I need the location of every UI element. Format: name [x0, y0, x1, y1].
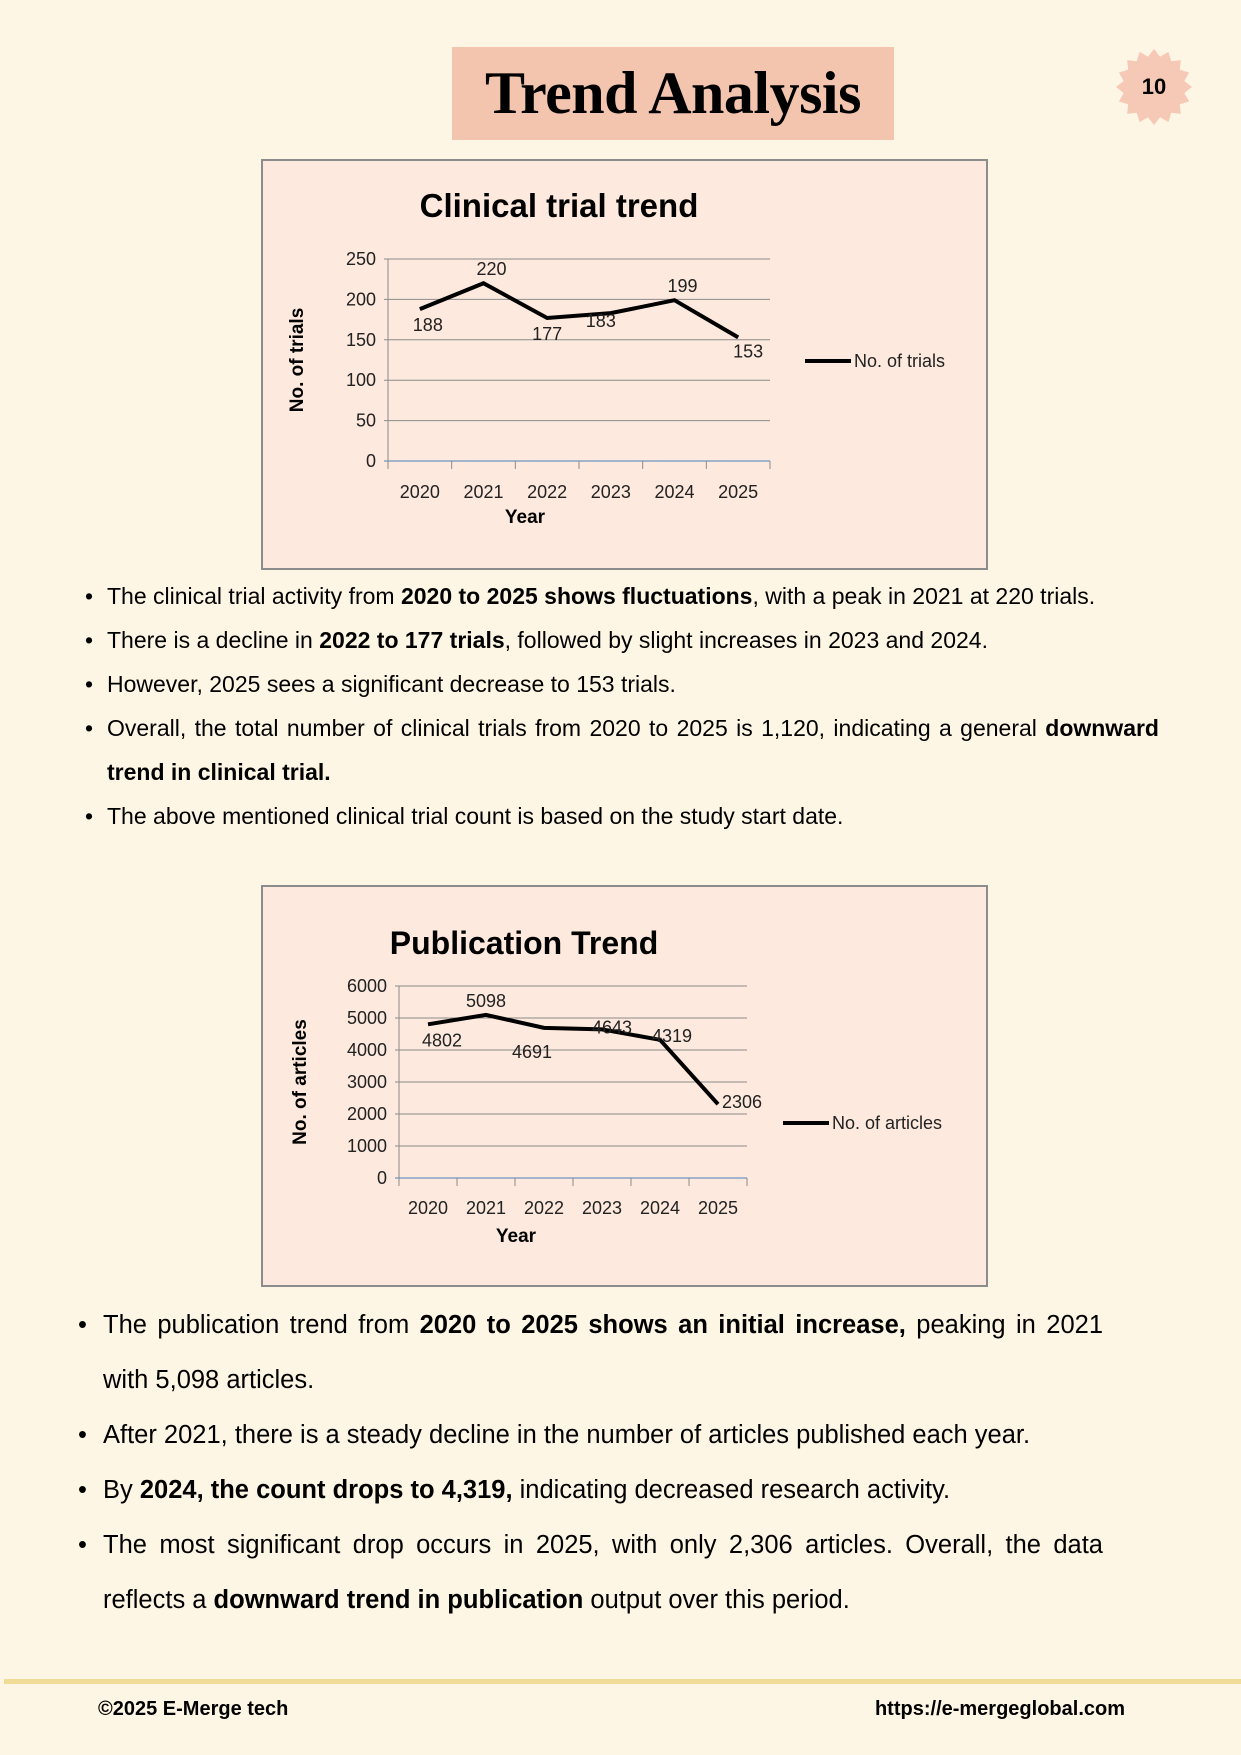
y-tick-label: 150: [346, 330, 376, 350]
y-tick-label: 0: [366, 451, 376, 471]
x-axis-label: Year: [505, 507, 546, 528]
data-label: 4319: [652, 1026, 692, 1046]
data-label: 5098: [466, 991, 506, 1011]
text: peaking in 2021 with 5,098 articles.: [103, 1311, 1103, 1394]
chart-title: Clinical trial trend: [420, 187, 699, 224]
x-axis-label: Year: [496, 1226, 537, 1247]
page-title: Trend Analysis: [485, 60, 861, 126]
x-tick-label: 2022: [527, 482, 567, 502]
x-tick-label: 2021: [466, 1198, 506, 1218]
y-tick-label: 0: [377, 1168, 387, 1188]
y-tick-label: 3000: [347, 1072, 387, 1092]
y-tick-label: 200: [346, 289, 376, 309]
y-tick-label: 250: [346, 249, 376, 269]
publication-chart: Publication Trend 0 1000 2000 3000 4000 5000 60…: [261, 885, 988, 1287]
x-tick-label: 2021: [463, 482, 503, 502]
series-line: [419, 281, 740, 340]
publication-bullet-item: By 2024, the count drops to 4,319, indic…: [78, 1463, 1103, 1518]
clinical-bullet-item: There is a decline in 2022 to 177 trials…: [85, 618, 1159, 662]
publication-bullet-item: The most significant drop occurs in 2025…: [78, 1518, 1103, 1628]
clinical-bullet-item: The above mentioned clinical trial count…: [85, 794, 1159, 838]
page-number: 10: [1141, 74, 1167, 99]
series-line: [427, 1012, 720, 1106]
x-tick-label: 2024: [640, 1198, 680, 1218]
data-label: 4643: [592, 1017, 632, 1037]
text: , with a peak in 2021 at 220 trials.: [752, 583, 1096, 609]
x-tick-label: 2020: [400, 482, 440, 502]
clinical-trial-bullets: The clinical trial activity from 2020 to…: [85, 574, 1159, 838]
text: However, 2025 sees a significant decreas…: [107, 671, 676, 697]
text: indicating decreased research activity.: [512, 1476, 951, 1504]
text: , followed by slight increases in 2023 a…: [504, 627, 988, 653]
x-tick-label: 2024: [654, 482, 694, 502]
x-tick-label: 2025: [698, 1198, 738, 1218]
x-tick-label: 2022: [524, 1198, 564, 1218]
bold-text: 2024, the count drops to 4,319,: [139, 1476, 513, 1504]
data-label: 2306: [722, 1092, 762, 1112]
clinical-bullet-item: Overall, the total number of clinical tr…: [85, 706, 1159, 794]
y-tick-label: 1000: [347, 1136, 387, 1156]
y-tick-label: 6000: [347, 976, 387, 996]
legend-label: No. of trials: [854, 351, 945, 371]
data-label: 220: [476, 259, 506, 279]
footer-url[interactable]: https://e-mergeglobal.com: [874, 1698, 1125, 1720]
data-label: 199: [667, 276, 697, 296]
x-tick-label: 2023: [591, 482, 631, 502]
text: The above mentioned clinical trial count…: [107, 803, 844, 829]
legend-label: No. of articles: [832, 1113, 942, 1133]
clinical-trial-chart: Clinical trial trend 0 50 100 150 200 250 2020 2…: [261, 159, 988, 570]
data-label: 188: [413, 315, 443, 335]
starburst-icon: [1116, 49, 1192, 125]
text: The clinical trial activity from: [107, 583, 401, 609]
title-banner: Trend Analysis: [452, 47, 894, 140]
publication-chart-svg: Publication Trend 0 1000 2000 3000 4000 5000 60…: [290, 925, 942, 1247]
y-axis-label: No. of trials: [287, 308, 308, 413]
text: The publication trend from: [103, 1311, 420, 1339]
clinical-bullet-item: However, 2025 sees a significant decreas…: [85, 662, 1159, 706]
footer-copyright: ©2025 E-Merge tech: [98, 1698, 289, 1720]
text: The most significant drop occurs in 2025…: [103, 1531, 1103, 1614]
bold-text: downward trend in clinical trial.: [107, 715, 1159, 785]
page-number-badge: 10: [1116, 49, 1192, 125]
y-tick-label: 100: [346, 370, 376, 390]
text: By: [103, 1476, 140, 1504]
footer-divider: [4, 1679, 1241, 1684]
y-tick-label: 4000: [347, 1040, 387, 1060]
y-axis-label: No. of articles: [290, 1019, 311, 1145]
bold-text: 2022 to 177 trials: [319, 627, 505, 653]
y-tick-label: 50: [356, 411, 376, 431]
text: There is a decline in: [107, 627, 320, 653]
publication-bullets: The publication trend from 2020 to 2025 …: [78, 1298, 1103, 1628]
clinical-trial-chart-svg: Clinical trial trend 0 50 100 150 200 250 2020 2…: [287, 187, 945, 528]
clinical-bullet-item: The clinical trial activity from 2020 to…: [85, 574, 1159, 618]
bold-text: 2020 to 2025 shows fluctuations: [400, 583, 753, 609]
y-tick-label: 5000: [347, 1008, 387, 1028]
chart-title: Publication Trend: [390, 925, 658, 961]
x-tick-label: 2023: [582, 1198, 622, 1218]
data-label: 177: [532, 324, 562, 344]
text: output over this period.: [583, 1586, 850, 1614]
bold-text: 2020 to 2025 shows an initial increase,: [419, 1311, 906, 1339]
data-label: 153: [733, 341, 763, 361]
publication-bullet-item: The publication trend from 2020 to 2025 …: [78, 1298, 1103, 1408]
bold-text: downward trend in publication: [213, 1586, 584, 1614]
text: Overall, the total number of clinical tr…: [107, 715, 1046, 741]
x-tick-label: 2020: [408, 1198, 448, 1218]
y-tick-label: 2000: [347, 1104, 387, 1124]
text: After 2021, there is a steady decline in…: [103, 1421, 1031, 1449]
data-label: 4691: [512, 1042, 552, 1062]
data-label: 183: [586, 311, 616, 331]
publication-bullet-item: After 2021, there is a steady decline in…: [78, 1408, 1103, 1463]
data-label: 4802: [422, 1030, 462, 1050]
x-tick-label: 2025: [718, 482, 758, 502]
